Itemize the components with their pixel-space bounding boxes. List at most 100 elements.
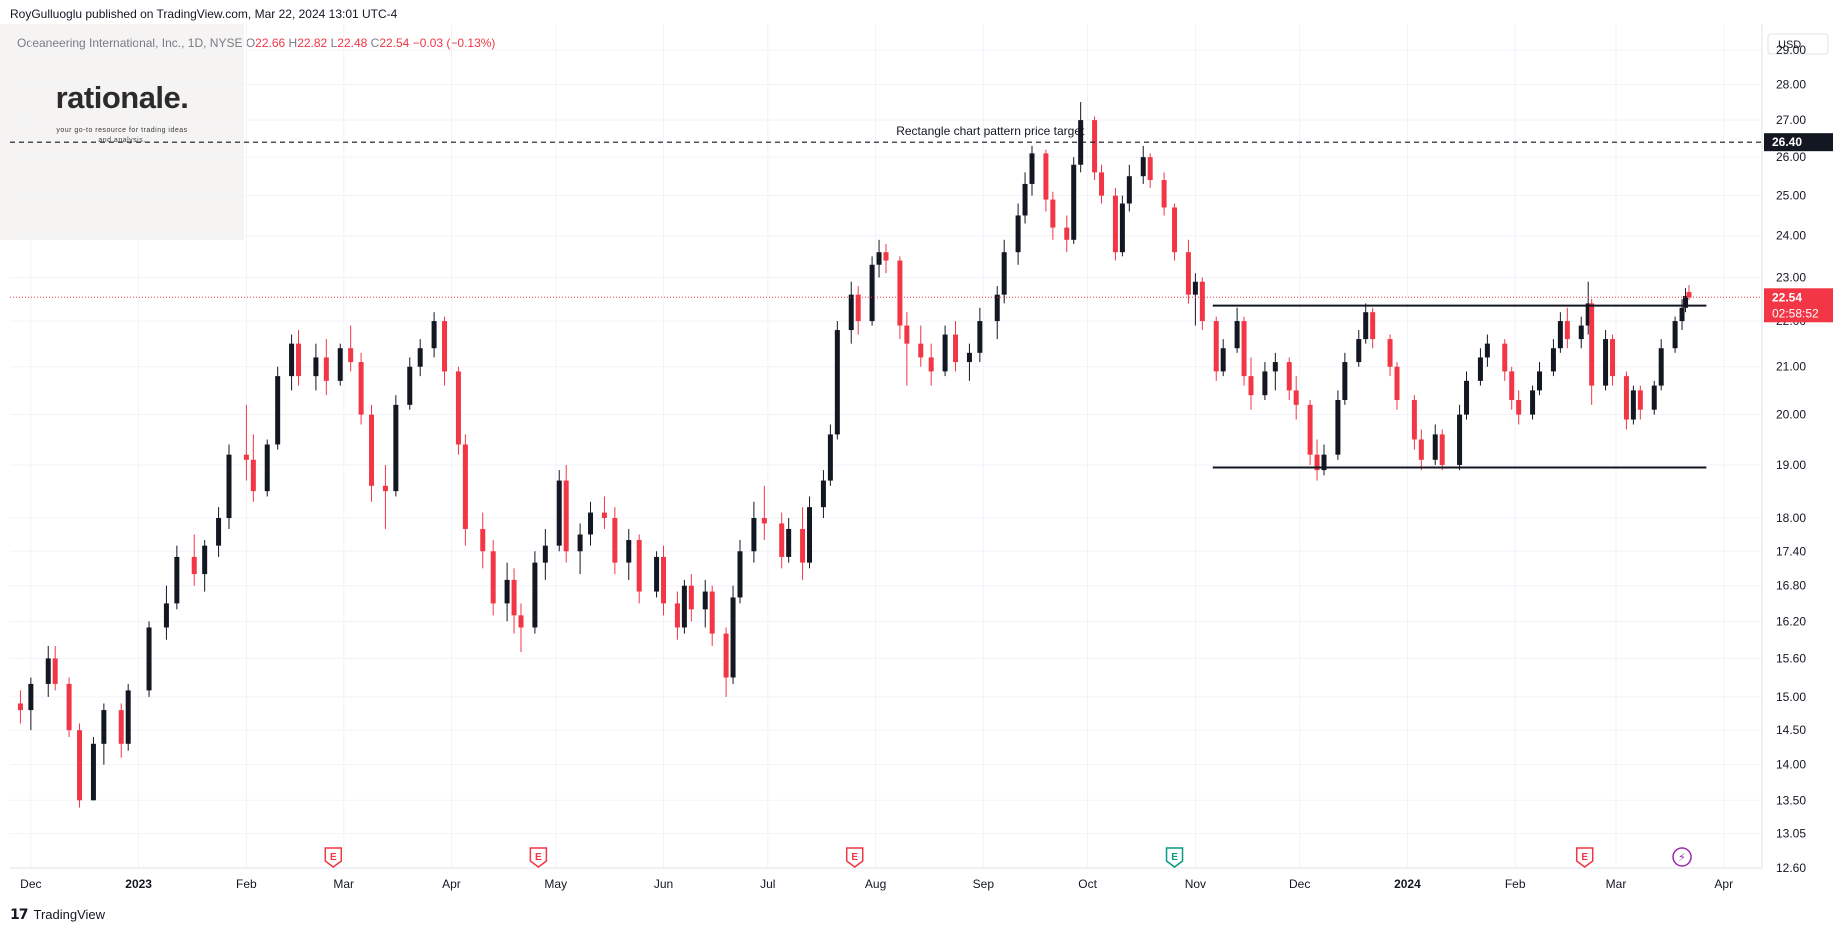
candle-body: [264, 444, 270, 492]
time-tick-label: Nov: [1185, 877, 1206, 891]
candle-body: [1516, 400, 1522, 415]
candle-body: [1071, 164, 1077, 240]
candle-body: [1272, 362, 1278, 372]
candle-body: [1637, 390, 1643, 410]
countdown-label: 02:58:52: [1772, 306, 1819, 320]
candle-body: [1557, 321, 1563, 349]
price-tick-label: 22.00: [1776, 314, 1806, 328]
candles: [17, 102, 1692, 808]
candle-body: [118, 710, 124, 744]
watermark-brand: rationale.: [55, 80, 189, 115]
price-tick-label: 20.00: [1776, 408, 1806, 422]
candle-body: [1078, 120, 1084, 165]
earnings-icon: [324, 847, 343, 868]
candle-body: [1199, 281, 1205, 322]
candle-body: [834, 330, 840, 435]
candle-body: [1623, 376, 1629, 420]
candle-body: [1119, 203, 1125, 253]
price-tick-label: 29.00: [1776, 43, 1806, 57]
candle-body: [45, 658, 51, 684]
price-tick-label: 15.00: [1776, 690, 1806, 704]
candle-body: [1015, 215, 1021, 253]
candle-body: [1185, 252, 1191, 295]
candle-body: [504, 579, 510, 604]
candle-body: [674, 603, 680, 628]
candle-body: [480, 528, 486, 552]
symbol-label[interactable]: Oceaneering International, Inc., 1D, NYS…: [17, 36, 243, 50]
candle-body: [1651, 385, 1657, 410]
currency-label: USD: [1778, 39, 1801, 51]
candle-body: [751, 517, 757, 552]
candle-body: [518, 615, 524, 628]
time-tick-label: 2024: [1394, 877, 1421, 891]
candle-body: [904, 325, 910, 344]
candle-body: [393, 404, 399, 492]
time-tick-label: Jun: [654, 877, 673, 891]
open-value: 22.66: [255, 36, 286, 50]
grid: [10, 24, 1762, 869]
time-tick-label: Feb: [236, 877, 257, 891]
candle-body: [163, 603, 169, 628]
candle-body: [786, 528, 792, 557]
earnings-label: E: [851, 852, 858, 863]
candle-body: [1630, 390, 1636, 420]
candle-body: [953, 334, 959, 363]
last-price-badge: [1764, 288, 1833, 323]
time-tick-label: Aug: [865, 877, 886, 891]
candle-body: [1321, 454, 1327, 471]
candle-body: [125, 690, 131, 744]
candle-body: [1286, 362, 1292, 391]
candle-body: [1464, 380, 1470, 415]
low-value: 22.48: [337, 36, 368, 50]
candle-body: [800, 528, 806, 563]
candle-body: [1172, 207, 1178, 253]
candle-body: [918, 343, 924, 358]
candle-body: [601, 512, 607, 518]
candle-body: [1484, 343, 1490, 358]
high-value: 22.82: [297, 36, 328, 50]
candle-body: [1099, 172, 1105, 196]
candle-body: [688, 585, 694, 610]
price-tick-label: 14.00: [1776, 758, 1806, 772]
candle-body: [1550, 348, 1556, 372]
time-tick-label: Dec: [20, 877, 41, 891]
candle-body: [612, 517, 618, 563]
price-tick-label: 14.50: [1776, 723, 1806, 737]
price-tick-label: 16.20: [1776, 614, 1806, 628]
candle-body: [1686, 292, 1692, 298]
candle-body: [661, 556, 667, 604]
price-tick-label: 18.00: [1776, 511, 1806, 525]
candle-body: [723, 633, 729, 678]
candle-body: [626, 540, 632, 563]
candle-body: [442, 321, 448, 372]
time-axis[interactable]: Dec 2023 Feb Mar Apr May Jun Jul Aug Sep Oct Nov Dec…: [10, 867, 1762, 891]
candle-body: [1477, 357, 1483, 381]
footer-brand: TradingView: [33, 907, 106, 922]
price-tick-label: 16.80: [1776, 579, 1806, 593]
candle-body: [654, 556, 660, 592]
earnings-label: E: [330, 852, 337, 863]
candle-body: [511, 579, 517, 616]
candle-body: [382, 485, 388, 492]
candle-body: [417, 348, 423, 367]
candle-body: [17, 703, 23, 711]
candle-body: [1658, 348, 1664, 386]
candle-body: [348, 348, 354, 363]
candle-body: [1213, 321, 1219, 372]
candle-body: [1022, 183, 1028, 216]
candle-body: [337, 348, 343, 381]
candle-body: [1001, 252, 1007, 295]
events-row: E E E E E ⚡: [324, 847, 1692, 868]
candle-body: [730, 597, 736, 678]
price-tick-label: 25.00: [1776, 189, 1806, 203]
time-tick-label: Apr: [442, 877, 461, 891]
candle-body: [358, 362, 364, 415]
candle-body: [407, 366, 413, 405]
candle-body: [369, 414, 375, 486]
candle-body: [1578, 325, 1584, 340]
candle-body: [588, 512, 594, 535]
candle-body: [289, 343, 295, 377]
candle-body: [702, 591, 708, 610]
